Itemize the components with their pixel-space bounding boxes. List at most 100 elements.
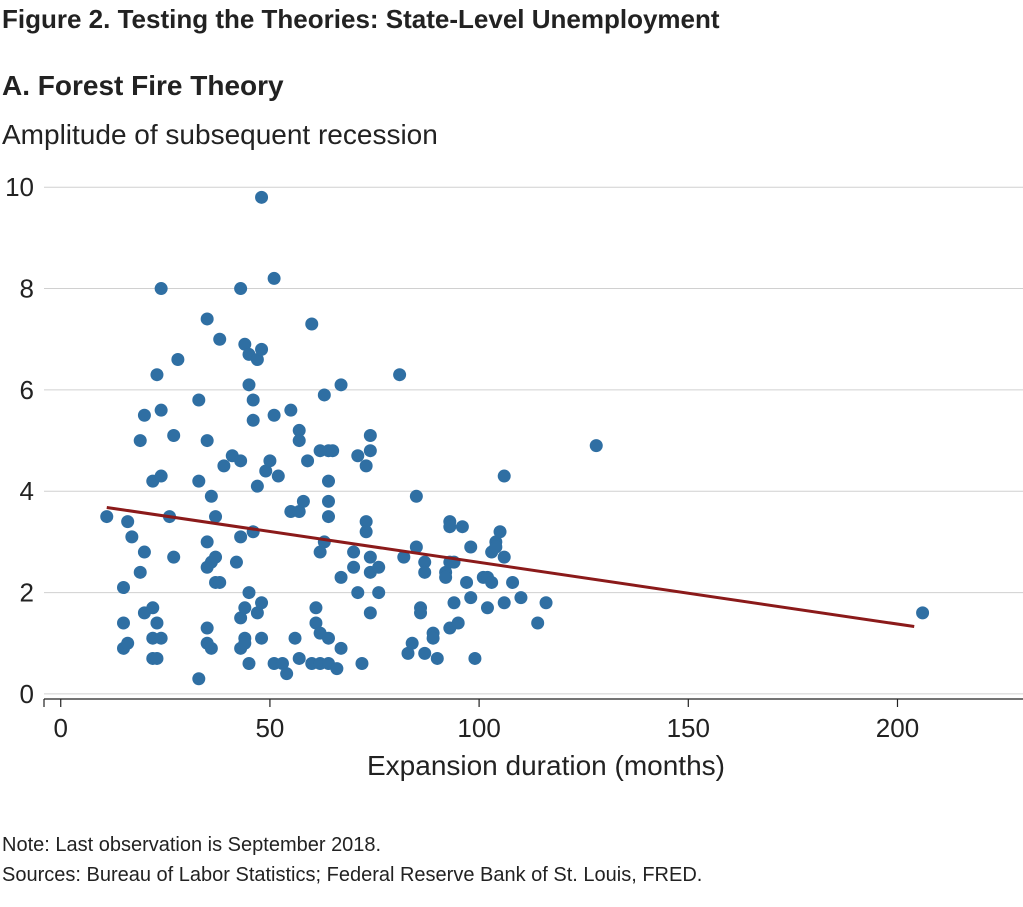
data-point	[464, 591, 478, 605]
data-point	[116, 581, 130, 595]
data-point	[250, 352, 264, 366]
data-point	[497, 596, 511, 610]
data-point	[489, 540, 503, 554]
data-point	[443, 520, 457, 534]
data-point	[363, 550, 377, 564]
data-point	[292, 434, 306, 448]
data-point	[393, 368, 407, 382]
data-point	[514, 591, 528, 605]
data-point	[531, 616, 545, 630]
data-point	[363, 606, 377, 620]
data-point	[418, 565, 432, 579]
data-point	[150, 368, 164, 382]
data-point	[405, 636, 419, 650]
data-point	[480, 601, 494, 615]
data-point	[133, 565, 147, 579]
data-point	[250, 606, 264, 620]
data-point	[137, 545, 151, 559]
data-point	[401, 646, 415, 660]
y-tick-label: 10	[5, 172, 34, 202]
data-point	[116, 616, 130, 630]
data-point	[146, 601, 160, 615]
data-point	[275, 657, 289, 671]
axes	[43, 698, 1023, 707]
data-point	[418, 646, 432, 660]
data-point	[209, 510, 223, 524]
data-point	[167, 550, 181, 564]
data-point	[133, 434, 147, 448]
data-point	[234, 611, 248, 625]
data-point	[154, 403, 168, 417]
data-point	[321, 510, 335, 524]
data-point	[267, 408, 281, 422]
data-point	[363, 429, 377, 442]
data-point	[209, 550, 223, 564]
data-point	[255, 596, 269, 610]
data-point	[916, 606, 930, 620]
data-point	[171, 352, 185, 366]
trend-line	[106, 505, 915, 629]
data-point	[200, 434, 214, 448]
data-point	[330, 662, 344, 676]
data-point	[125, 530, 139, 544]
data-point	[154, 282, 168, 296]
data-point	[497, 469, 511, 483]
data-point	[418, 555, 432, 569]
data-point	[242, 378, 256, 392]
y-tick-label: 4	[20, 476, 34, 506]
y-tick-label: 0	[20, 679, 34, 709]
footnote: Note: Last observation is September 2018…	[2, 834, 382, 856]
data-point	[229, 555, 243, 569]
x-tick-label: 50	[255, 713, 284, 743]
data-point	[351, 586, 365, 600]
data-point	[447, 596, 461, 610]
y-tick-label: 2	[20, 578, 34, 608]
data-point	[154, 469, 168, 483]
data-point	[372, 586, 386, 600]
x-tick-label: 200	[876, 713, 919, 743]
data-point	[255, 190, 269, 204]
x-tick-label: 150	[667, 713, 710, 743]
data-point	[213, 332, 227, 346]
data-point	[234, 530, 248, 544]
data-point	[451, 616, 465, 630]
data-point	[460, 575, 474, 589]
y-tick-label: 6	[20, 375, 34, 405]
data-point	[234, 454, 248, 468]
data-point	[255, 342, 269, 356]
data-point	[121, 515, 135, 529]
data-point	[192, 393, 206, 407]
data-point	[355, 657, 369, 671]
data-point	[238, 337, 252, 351]
trend-line-group	[106, 505, 915, 629]
data-point	[321, 474, 335, 488]
data-point	[100, 510, 114, 524]
data-point	[359, 525, 373, 539]
data-point	[259, 464, 273, 478]
data-point	[347, 545, 361, 559]
data-point	[217, 459, 231, 473]
data-point	[167, 429, 181, 442]
data-point	[234, 282, 248, 296]
data-point	[359, 459, 373, 473]
data-point	[280, 667, 294, 681]
data-point	[271, 469, 285, 483]
data-point	[539, 596, 553, 610]
data-point	[309, 601, 323, 615]
data-point	[455, 520, 469, 534]
data-point	[351, 449, 365, 463]
data-point	[506, 575, 520, 589]
data-point	[288, 631, 302, 645]
data-point	[497, 550, 511, 564]
data-point	[334, 570, 348, 584]
gridlines	[44, 186, 1023, 695]
sources-note: Sources: Bureau of Labor Statistics; Fed…	[2, 864, 703, 886]
data-point	[284, 403, 298, 417]
data-point	[372, 560, 386, 574]
data-point	[267, 271, 281, 285]
data-point	[305, 317, 319, 331]
x-axis-title: Expansion duration (months)	[367, 750, 725, 781]
data-point	[204, 641, 218, 655]
figure-title: Figure 2. Testing the Theories: State-Le…	[2, 4, 720, 34]
